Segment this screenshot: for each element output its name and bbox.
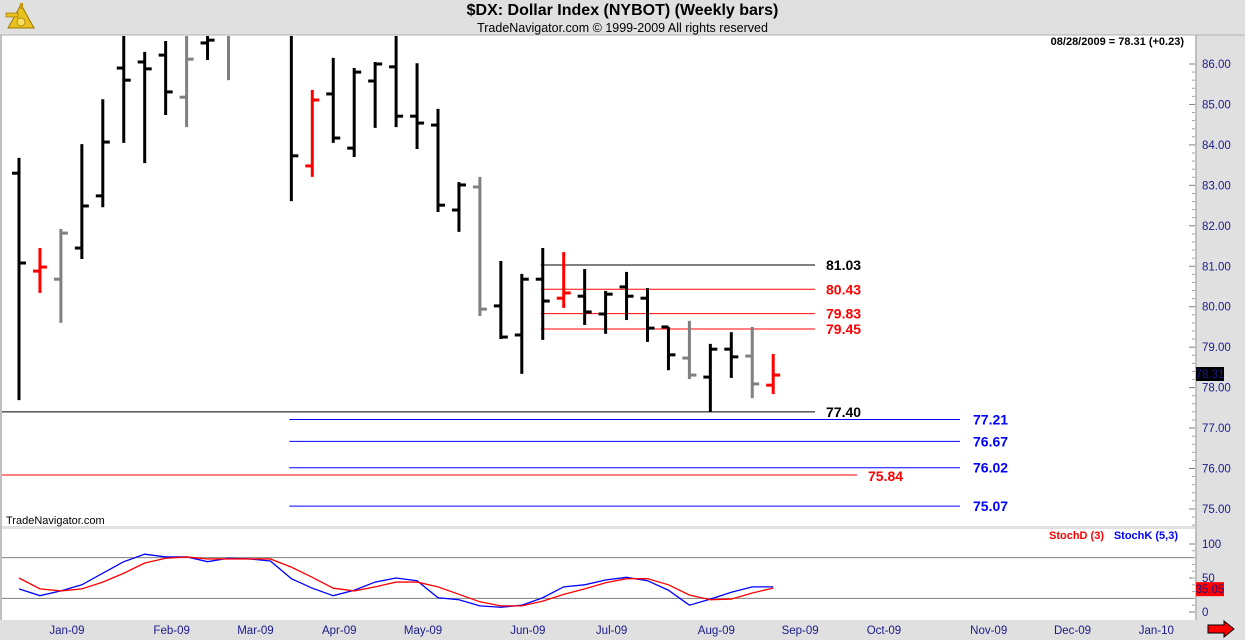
price-tick-label: 84.00 (1202, 140, 1231, 152)
last-price-marker: 78.31 (1196, 367, 1225, 381)
month-label: Oct-09 (867, 625, 902, 637)
level-label: 80.43 (826, 281, 861, 297)
ohlc-bar (347, 68, 362, 158)
ohlc-bar (116, 36, 131, 143)
month-label: Jan-10 (1139, 625, 1174, 637)
ohlc-bar (179, 36, 194, 128)
sextant-icon (4, 2, 38, 39)
month-label: Jul-09 (596, 625, 627, 637)
ohlc-bar (200, 36, 215, 60)
month-label: May-09 (404, 625, 442, 637)
month-label: Jun-09 (510, 625, 545, 637)
stoch-tick-label: 0 (1202, 607, 1208, 619)
ohlc-bar (74, 144, 89, 259)
ohlc-bar (389, 36, 404, 128)
ohlc-bar (368, 61, 383, 128)
ohlc-bar (493, 260, 508, 340)
stoch-tick-label: 100 (1202, 539, 1221, 551)
last-price-label: 78.31 (1196, 369, 1225, 381)
stoch-line-d (18, 556, 774, 607)
price-tick-label: 80.00 (1202, 302, 1231, 314)
price-tick-label: 86.00 (1202, 59, 1231, 71)
ohlc-bar (535, 248, 550, 340)
level-label: 79.83 (826, 306, 861, 322)
month-label: Apr-09 (322, 625, 357, 637)
price-tick-label: 82.00 (1202, 221, 1231, 233)
ohlc-bar (95, 99, 110, 208)
legend-stochd: StochD (3) (1049, 530, 1104, 542)
stoch-tick-label: 50 (1202, 573, 1215, 585)
level-label: 81.03 (826, 257, 861, 273)
stochd-last-label: 35.05 (1196, 584, 1225, 596)
ohlc-bar (472, 176, 487, 317)
ohlc-bar (682, 320, 697, 380)
chart-header: $DX: Dollar Index (NYBOT) (Weekly bars) … (0, 0, 1245, 35)
watermark: TradeNavigator.com (6, 515, 105, 527)
ohlc-bar (577, 269, 592, 325)
month-label: Feb-09 (153, 625, 189, 637)
ohlc-bar (724, 332, 739, 378)
month-label: Sep-09 (782, 625, 819, 637)
ohlc-bar (12, 157, 26, 401)
month-label: Aug-09 (698, 625, 735, 637)
ohlc-bar (305, 89, 320, 177)
ohlc-bar (32, 248, 47, 293)
price-tick-label: 75.00 (1202, 504, 1231, 516)
stochd-last-marker (1196, 582, 1224, 597)
price-tick-label: 83.00 (1202, 180, 1231, 192)
ohlc-bar (514, 273, 529, 374)
month-label: Nov-09 (970, 625, 1007, 637)
ohlc-bar (451, 182, 466, 232)
stoch-line-k (18, 553, 774, 608)
level-label: 75.84 (868, 468, 903, 484)
ohlc-bar (640, 288, 655, 342)
month-label: Jan-09 (49, 625, 84, 637)
level-label: 77.40 (826, 404, 861, 420)
ohlc-bar (137, 51, 152, 164)
level-label: 76.67 (973, 433, 1008, 449)
ohlc-bar (745, 326, 760, 399)
ohlc-bar (158, 40, 173, 115)
level-label: 79.45 (826, 321, 861, 337)
right-axis-border (1195, 35, 1197, 620)
month-label: Dec-09 (1054, 625, 1091, 637)
chart-title: $DX: Dollar Index (NYBOT) (Weekly bars) (466, 2, 779, 19)
last-quote: 08/28/2009 = 78.31 (+0.23) (1051, 36, 1185, 48)
price-tick-label: 85.00 (1202, 99, 1231, 111)
ohlc-bar (661, 325, 676, 371)
ohlc-bar (326, 57, 341, 143)
ohlc-bar (619, 271, 634, 321)
ohlc-bar (410, 63, 425, 149)
scroll-right-button[interactable] (1207, 619, 1235, 639)
price-tick-label: 78.00 (1202, 383, 1231, 395)
price-tick-label: 81.00 (1202, 261, 1231, 273)
level-label: 76.02 (973, 460, 1008, 476)
copyright-subtitle: TradeNavigator.com © 1999-2009 All right… (477, 21, 768, 35)
ohlc-bar (289, 36, 299, 202)
ohlc-bar (431, 108, 445, 213)
ohlc-bar (598, 290, 613, 334)
stoch-panel (2, 529, 1195, 620)
price-panel (2, 35, 1195, 526)
ohlc-bar (556, 252, 571, 308)
price-tick-label: 77.00 (1202, 423, 1231, 435)
legend-stochk: StochK (5,3) (1114, 530, 1179, 542)
right-arrow-icon[interactable] (1207, 619, 1235, 639)
level-label: 77.21 (973, 412, 1008, 428)
month-label: Mar-09 (237, 625, 273, 637)
left-border (0, 35, 2, 620)
ohlc-bar (703, 343, 718, 412)
ohlc-bar (53, 229, 68, 323)
level-label: 75.07 (973, 498, 1008, 514)
price-tick-label: 79.00 (1202, 342, 1231, 354)
price-tick-label: 76.00 (1202, 464, 1231, 476)
ohlc-bar (766, 354, 781, 395)
